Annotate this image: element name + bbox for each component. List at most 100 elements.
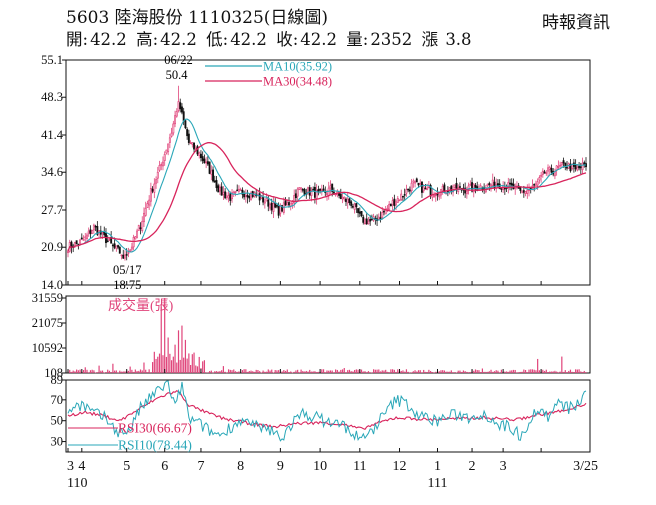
candle-body bbox=[334, 193, 337, 196]
volume-bar bbox=[82, 370, 85, 373]
volume-bar bbox=[303, 371, 306, 373]
volume-bar bbox=[400, 370, 402, 373]
volume-bar bbox=[478, 370, 480, 373]
volume-bar bbox=[360, 369, 363, 373]
volume-bar bbox=[98, 365, 100, 373]
volume-bar bbox=[447, 371, 449, 373]
candle-body bbox=[338, 193, 341, 196]
volume-bar bbox=[262, 370, 264, 373]
candle-body bbox=[341, 196, 344, 200]
candle-body bbox=[522, 190, 525, 193]
volume-bar bbox=[573, 371, 575, 373]
price-tick-label: 41.4 bbox=[41, 128, 64, 142]
candle-body bbox=[163, 154, 166, 161]
volume-bar bbox=[291, 372, 294, 374]
volume-bar bbox=[583, 370, 585, 373]
volume-bar bbox=[238, 371, 240, 373]
candle-body bbox=[243, 193, 246, 198]
candle-body bbox=[326, 192, 328, 196]
volume-bar bbox=[76, 369, 78, 373]
volume-bar bbox=[198, 356, 200, 373]
volume-bar bbox=[338, 371, 340, 373]
volume-bar bbox=[100, 370, 102, 373]
candle-body bbox=[177, 101, 180, 111]
volume-bar bbox=[495, 370, 497, 373]
rsi-tick-label: 50 bbox=[51, 414, 64, 428]
candle-body bbox=[244, 194, 247, 197]
volume-bar bbox=[367, 371, 370, 373]
candle-body bbox=[262, 197, 265, 203]
volume-bar bbox=[340, 369, 342, 373]
x-tick-label: 2 bbox=[469, 459, 476, 474]
candle-body bbox=[557, 166, 560, 168]
candle-body bbox=[236, 189, 239, 192]
candle-body bbox=[201, 156, 204, 161]
price-tick-label: 34.6 bbox=[41, 165, 63, 179]
volume-bar bbox=[284, 370, 287, 373]
candle-body bbox=[524, 191, 527, 194]
candle-body bbox=[521, 190, 524, 193]
candle-body bbox=[293, 195, 296, 204]
volume-bar bbox=[233, 369, 235, 373]
candle-body bbox=[381, 212, 384, 218]
volume-bar bbox=[564, 370, 566, 373]
volume-bar bbox=[524, 370, 527, 373]
volume-bar bbox=[486, 371, 489, 373]
year-label: 111 bbox=[428, 476, 448, 491]
candle-body bbox=[286, 202, 289, 206]
volume-bar bbox=[226, 372, 228, 374]
candle-body bbox=[350, 201, 353, 206]
candle-body bbox=[393, 198, 396, 207]
volume-bar bbox=[117, 372, 119, 374]
candle-body bbox=[170, 132, 173, 137]
volume-bar bbox=[91, 369, 93, 373]
volume-bar bbox=[208, 371, 211, 373]
volume-bar bbox=[547, 372, 549, 373]
volume-bar bbox=[203, 360, 206, 373]
volume-bar bbox=[321, 369, 323, 373]
candle-body bbox=[212, 169, 214, 182]
volume-bar bbox=[272, 372, 275, 374]
candle-body bbox=[471, 182, 473, 192]
candle-body bbox=[294, 193, 297, 199]
candle-body bbox=[543, 171, 546, 174]
volume-bar bbox=[557, 372, 559, 373]
volume-bar bbox=[124, 371, 126, 373]
volume-bar bbox=[452, 372, 454, 373]
volume-bar bbox=[459, 370, 461, 373]
volume-bar bbox=[476, 370, 478, 373]
volume-bar bbox=[497, 370, 499, 373]
stat-high: 高: 42.2 bbox=[136, 30, 197, 49]
price-stats: 開: 42.2 高: 42.2 低: 42.2 收: 42.2 量: 2352 漲 3.8 bbox=[66, 26, 476, 50]
volume-bar bbox=[165, 356, 168, 373]
volume-bar bbox=[96, 372, 98, 373]
volume-bar bbox=[426, 371, 428, 373]
candle-body bbox=[103, 231, 106, 236]
candle-body bbox=[364, 218, 366, 225]
candle-body bbox=[210, 170, 213, 175]
stat-change: 漲 3.8 bbox=[421, 30, 472, 49]
x-tick-label: 11 bbox=[353, 459, 366, 474]
volume-bar bbox=[543, 370, 546, 373]
volume-bar bbox=[186, 358, 188, 373]
candle-body bbox=[246, 194, 249, 198]
candle-body bbox=[215, 180, 218, 189]
candle-body bbox=[488, 183, 491, 185]
volume-bar bbox=[269, 370, 271, 373]
volume-bar bbox=[457, 370, 459, 373]
volume-bar bbox=[530, 369, 532, 373]
candle-body bbox=[433, 195, 436, 197]
volume-bar bbox=[314, 371, 316, 373]
candle-body bbox=[386, 207, 389, 210]
volume-bar bbox=[362, 371, 364, 373]
chart-date: 1110325 bbox=[188, 8, 264, 28]
volume-bar bbox=[512, 369, 515, 373]
volume-bar bbox=[352, 371, 354, 373]
volume-bar bbox=[350, 371, 352, 373]
candle-body bbox=[396, 198, 399, 203]
volume-bar bbox=[107, 369, 109, 373]
volume-bar bbox=[189, 364, 192, 373]
candle-body bbox=[139, 227, 142, 229]
candle-body bbox=[191, 142, 194, 145]
candle-body bbox=[111, 244, 114, 247]
